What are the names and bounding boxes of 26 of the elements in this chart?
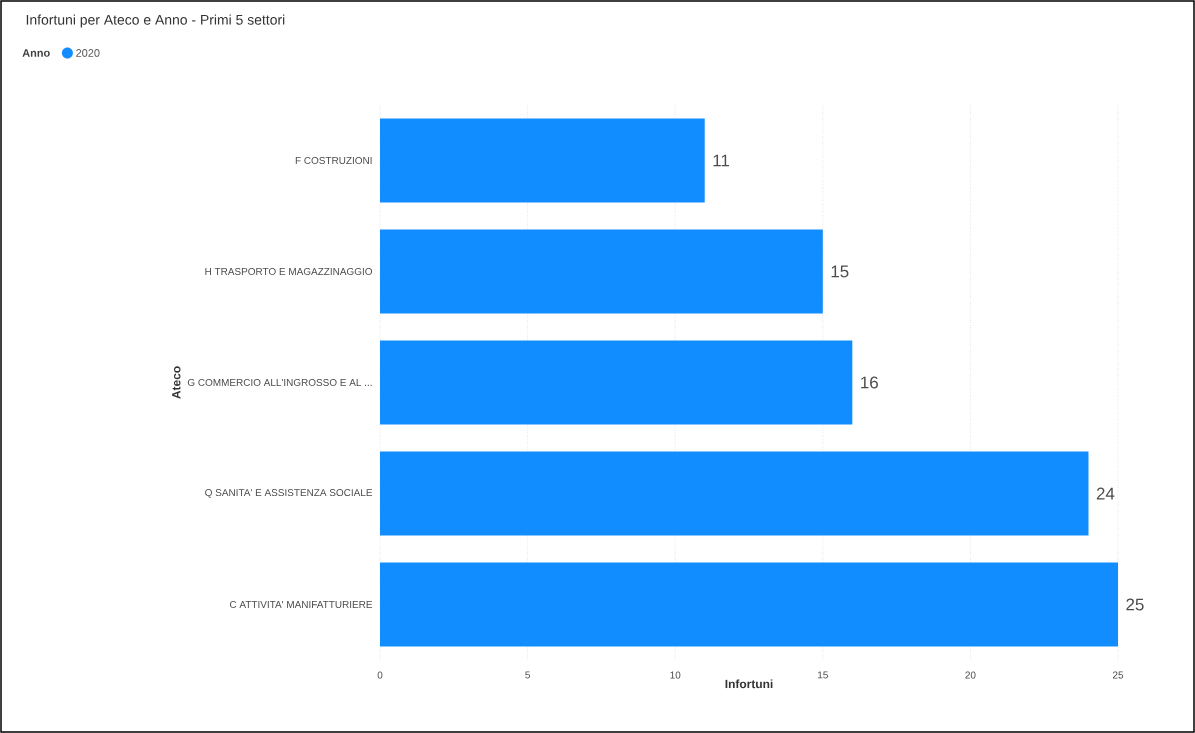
y-tick-label: C ATTIVITA' MANIFATTURIERE [229,600,373,609]
x-tick-label: 5 [525,671,530,679]
text: Infortuni per Ateco e Anno - Primi 5 settori [26,14,285,28]
y-axis-title: Ateco [172,366,181,399]
legend-title: Anno [22,49,50,57]
y-tick-label: G COMMERCIO ALL'INGROSSO E AL ... [187,378,372,387]
data-label: 15 [831,265,849,278]
x-tick-label: 25 [1112,671,1124,679]
x-tick-label: 15 [818,671,828,679]
data-label: 16 [861,376,878,389]
bar [380,451,1089,536]
x-tick-label: 20 [965,671,976,679]
data-label: 25 [1126,598,1144,611]
bar [380,562,1119,647]
data-label: 11 [713,154,730,167]
x-axis-title: Infortuni [725,679,773,689]
data-label: 24 [1096,487,1115,500]
y-tick-label: F COSTRUZIONI [295,156,372,165]
bar [380,229,823,314]
bar [380,340,853,425]
bar [380,118,705,203]
x-tick-label: 10 [670,671,681,679]
y-tick-label: Q SANITA' E ASSISTENZA SOCIALE [205,489,373,498]
y-tick-label: H TRASPORTO E MAGAZZINAGGIO [205,267,373,276]
x-tick-label: 0 [377,671,383,679]
legend-label: 2020 [76,49,100,57]
